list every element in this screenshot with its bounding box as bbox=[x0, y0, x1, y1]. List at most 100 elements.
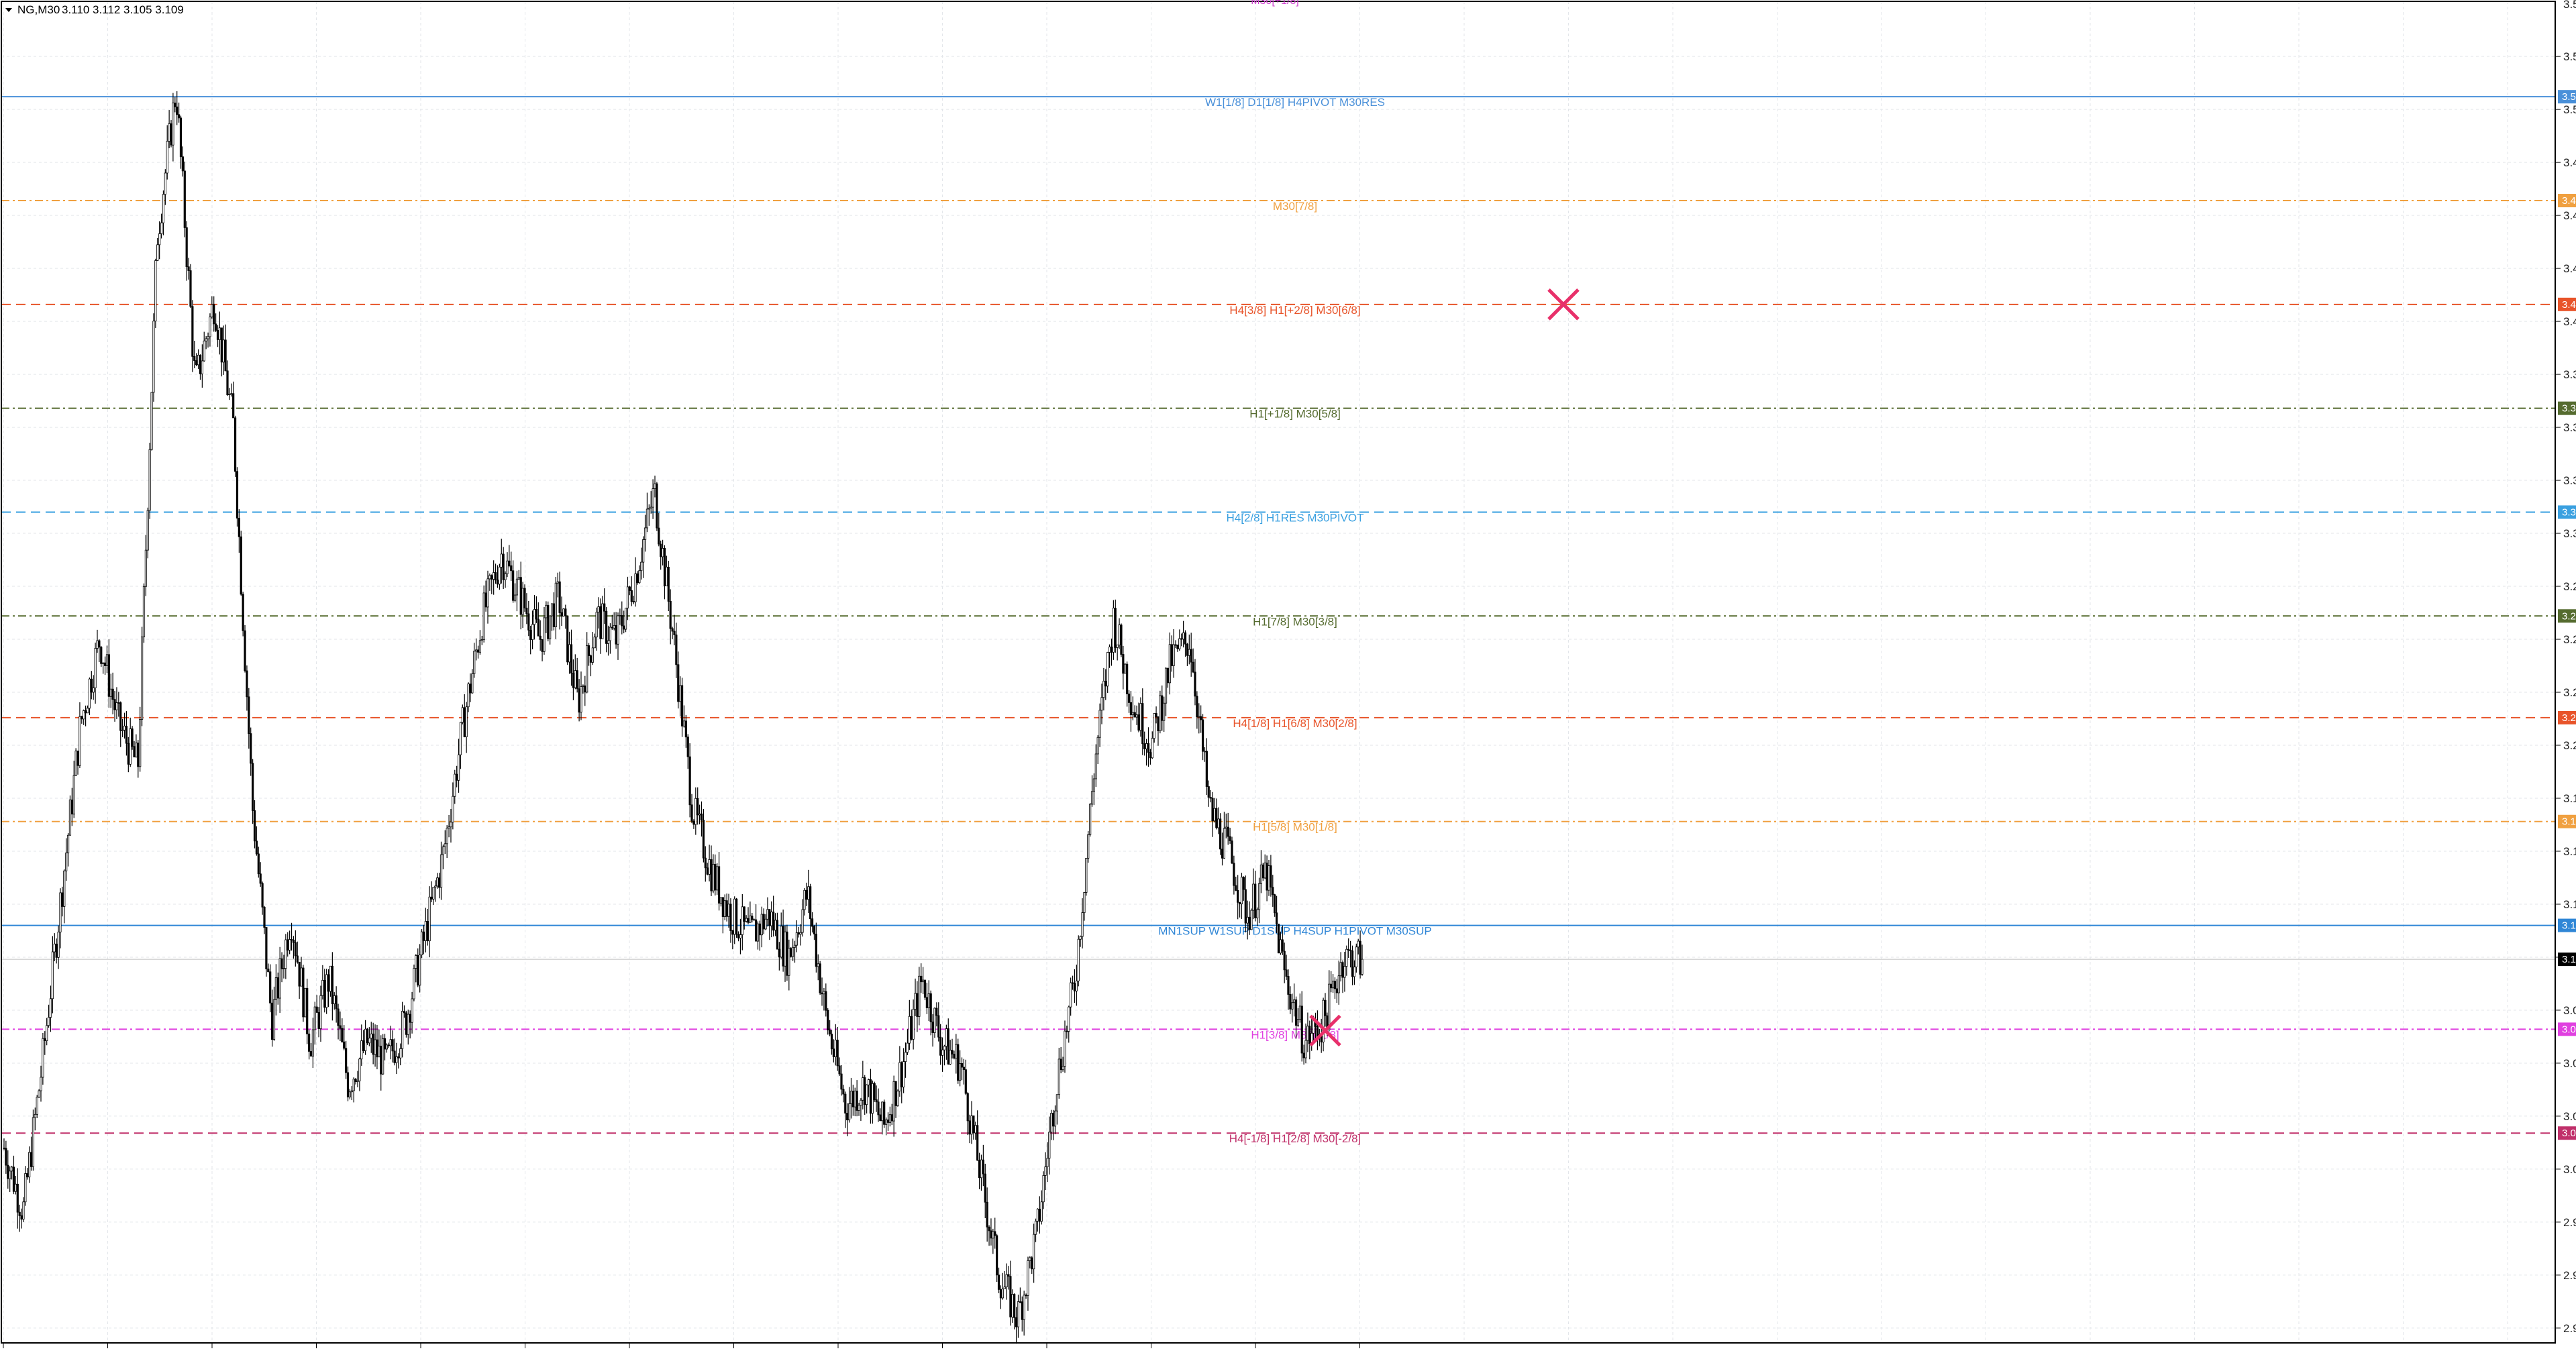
level-price-tag bbox=[2558, 297, 2576, 311]
time-axis: 6 Mar 20266 Mar 23:309 Mar 18:3010 Mar 1… bbox=[3, 1343, 1360, 1348]
candle-body bbox=[345, 1048, 348, 1073]
candle-body bbox=[1168, 644, 1171, 684]
candle-body bbox=[667, 566, 670, 602]
level-price-tag bbox=[2558, 193, 2576, 207]
candle-body bbox=[246, 670, 248, 698]
candle-body bbox=[1184, 632, 1187, 645]
candle-body bbox=[154, 260, 157, 322]
candle-body bbox=[215, 323, 217, 331]
level-price-tag-text: 3.223 bbox=[2562, 712, 2576, 724]
candle-body bbox=[42, 1038, 44, 1078]
candle-body bbox=[1211, 798, 1214, 822]
candle-body bbox=[1235, 885, 1237, 891]
candle-body bbox=[1285, 969, 1288, 977]
candle-body bbox=[673, 631, 676, 635]
candle-body bbox=[1246, 916, 1249, 924]
candle-body bbox=[257, 853, 260, 875]
candle-body bbox=[5, 1148, 7, 1166]
candle-body bbox=[1005, 1274, 1008, 1287]
triangle-down-icon[interactable] bbox=[5, 8, 12, 12]
candle-body bbox=[508, 560, 511, 566]
candle-body bbox=[601, 603, 604, 639]
candle-body bbox=[348, 1091, 352, 1097]
candle-body bbox=[576, 670, 578, 690]
candle-body bbox=[139, 719, 142, 767]
candle-body bbox=[24, 1173, 27, 1203]
candle-body bbox=[308, 1033, 311, 1052]
candle-body bbox=[354, 1079, 357, 1083]
candle-body bbox=[957, 1044, 960, 1081]
candle-body bbox=[1194, 671, 1196, 697]
price-tick-label: 3.035 bbox=[2563, 1110, 2576, 1123]
candle-body bbox=[1145, 743, 1148, 749]
candle-body bbox=[59, 892, 62, 932]
candle-body bbox=[372, 1033, 374, 1055]
candle-body bbox=[1221, 849, 1224, 859]
candle-body bbox=[14, 1183, 17, 1192]
level-price-tag bbox=[2558, 401, 2576, 415]
candle-body bbox=[142, 586, 146, 637]
candle-body bbox=[1081, 912, 1084, 937]
candle-body bbox=[556, 581, 559, 584]
candle-body bbox=[261, 883, 264, 908]
candle-body bbox=[558, 581, 561, 613]
candle-body bbox=[1083, 892, 1086, 914]
candle-body bbox=[1085, 858, 1088, 893]
candle-body bbox=[252, 763, 254, 811]
candle-body bbox=[1281, 939, 1284, 952]
candle-body bbox=[158, 233, 161, 246]
candle-body bbox=[830, 1034, 833, 1050]
candle-body bbox=[896, 1091, 899, 1106]
candle-body bbox=[626, 586, 629, 608]
candle-body bbox=[387, 1044, 390, 1046]
candle-body bbox=[836, 1040, 839, 1067]
candle-body bbox=[623, 625, 625, 630]
candle-body bbox=[1044, 1166, 1047, 1176]
price-tick-label: 3.510 bbox=[2563, 103, 2576, 116]
candle-body bbox=[236, 471, 239, 519]
candle-body bbox=[66, 834, 70, 854]
level-price-tag-text: 3.418 bbox=[2562, 299, 2576, 311]
chart-header: NG,M30 3.110 3.112 3.105 3.109 bbox=[5, 3, 184, 16]
candle-body bbox=[1291, 1002, 1294, 1010]
candle-body bbox=[735, 898, 738, 935]
candle-body bbox=[838, 1065, 841, 1075]
candle-body bbox=[675, 635, 678, 665]
level-label: M30[7/8] bbox=[1273, 200, 1317, 213]
candle-body bbox=[1287, 976, 1290, 995]
candle-body bbox=[760, 914, 763, 936]
candle-body bbox=[679, 685, 682, 702]
candle-body bbox=[1225, 826, 1227, 829]
candle-body bbox=[111, 688, 114, 700]
candle-body bbox=[677, 664, 680, 702]
level-label: H1[5/8] M30[1/8] bbox=[1253, 821, 1337, 834]
candle-body bbox=[860, 1099, 862, 1106]
candle-body bbox=[984, 1173, 986, 1203]
candle-body bbox=[436, 877, 439, 887]
candle-body bbox=[1019, 1301, 1021, 1303]
candle-body bbox=[83, 710, 85, 720]
candle-body bbox=[970, 1116, 973, 1135]
candle-body bbox=[38, 1090, 40, 1098]
candle-body bbox=[1333, 981, 1337, 989]
candle-body bbox=[150, 392, 153, 450]
candle-body bbox=[743, 906, 745, 922]
candle-body bbox=[321, 979, 324, 996]
candle-body bbox=[634, 573, 637, 602]
candle-body bbox=[642, 539, 645, 563]
candle-body bbox=[547, 604, 550, 639]
candle-body bbox=[749, 916, 752, 923]
candle-body bbox=[7, 1164, 9, 1179]
candle-body bbox=[287, 939, 289, 950]
candle-body bbox=[319, 995, 322, 1030]
candle-body bbox=[1203, 751, 1206, 753]
candle-body bbox=[1166, 667, 1170, 684]
candle-body bbox=[733, 898, 736, 935]
candle-body bbox=[1219, 818, 1222, 850]
candle-body bbox=[903, 1061, 905, 1087]
candle-body bbox=[113, 699, 116, 710]
candle-body bbox=[519, 577, 522, 615]
